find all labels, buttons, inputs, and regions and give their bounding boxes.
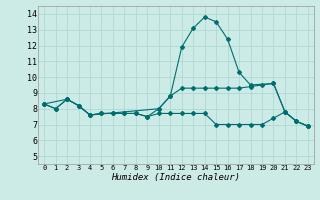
X-axis label: Humidex (Indice chaleur): Humidex (Indice chaleur): [111, 173, 241, 182]
